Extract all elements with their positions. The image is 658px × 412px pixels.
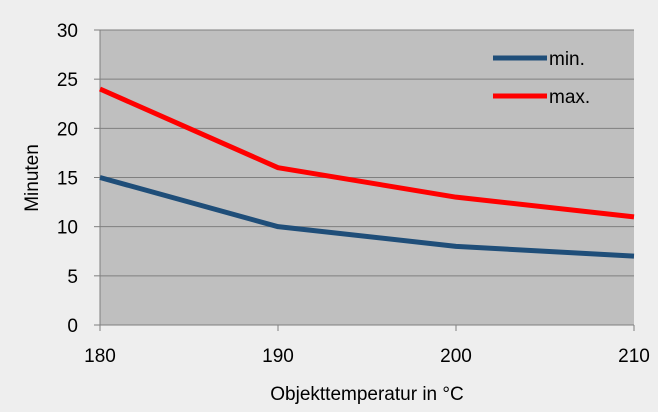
y-tick-label-25: 25 — [57, 70, 78, 91]
y-tick-label-0: 0 — [67, 316, 78, 337]
y-tick-label-5: 5 — [67, 267, 78, 288]
y-tick-label-30: 30 — [57, 21, 78, 42]
legend: min. max. — [493, 49, 590, 108]
y-tick-label-20: 20 — [57, 119, 78, 140]
series-line-min — [99, 175, 635, 259]
y-axis-title: Minuten — [22, 144, 43, 212]
series-line-max — [98, 86, 635, 220]
legend-label-max: max. — [549, 87, 590, 108]
y-tick-labels: 0 5 10 15 20 25 30 — [57, 21, 78, 337]
x-tick-labels: 180 190 200 210 — [84, 346, 650, 367]
x-tick-label-200: 200 — [440, 346, 472, 367]
x-tick-label-180: 180 — [84, 346, 116, 367]
x-tick-label-210: 210 — [618, 346, 650, 367]
y-tick-label-15: 15 — [57, 169, 78, 190]
legend-label-min: min. — [549, 49, 585, 70]
series-lines — [98, 86, 635, 259]
y-tick-label-10: 10 — [57, 218, 78, 239]
x-axis-title: Objekttemperatur in °C — [270, 384, 463, 405]
x-tick-label-190: 190 — [262, 346, 294, 367]
